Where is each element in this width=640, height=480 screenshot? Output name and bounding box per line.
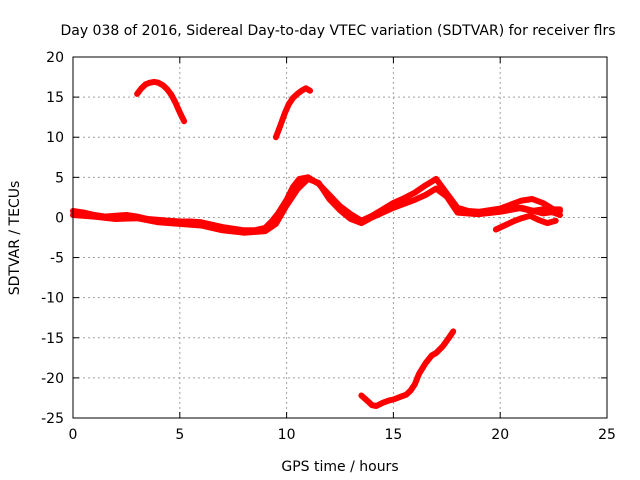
x-tick-label: 20	[491, 427, 509, 443]
series-track-c	[134, 78, 188, 125]
y-tick-label: -15	[41, 331, 64, 347]
y-tick-label: -5	[50, 251, 64, 267]
y-tick-label: 5	[55, 170, 64, 186]
plot-frame	[72, 56, 608, 419]
grid-layer	[73, 57, 607, 418]
series-track-f	[492, 212, 559, 233]
x-axis-title: GPS time / hours	[281, 459, 398, 475]
series-track-d	[272, 85, 314, 141]
series-track-g	[497, 203, 563, 218]
series-track-b	[70, 175, 563, 236]
y-tick-label: 20	[46, 50, 64, 66]
x-tick-label: 10	[278, 427, 296, 443]
y-tick-label: -25	[41, 411, 64, 427]
series-track-e	[358, 328, 457, 409]
x-tick-label: 25	[598, 427, 616, 443]
y-tick-label: -10	[41, 291, 64, 307]
x-tick-label: 15	[384, 427, 402, 443]
y-tick-label: 15	[46, 90, 64, 106]
tick-layer: 0 5 10 15 20 25 -25 -20 -15 -10 -5 0 5 10 15 20	[41, 50, 616, 443]
x-tick-label: 5	[175, 427, 184, 443]
chart-title: Day 038 of 2016, Sidereal Day-to-day VTE…	[60, 23, 615, 39]
series-layer	[70, 78, 563, 409]
y-tick-label: 10	[46, 130, 64, 146]
y-tick-label: 0	[55, 210, 64, 226]
y-axis-title: SDTVAR / TECUs	[7, 181, 23, 296]
x-tick-label: 0	[69, 427, 78, 443]
y-tick-label: -20	[41, 371, 64, 387]
